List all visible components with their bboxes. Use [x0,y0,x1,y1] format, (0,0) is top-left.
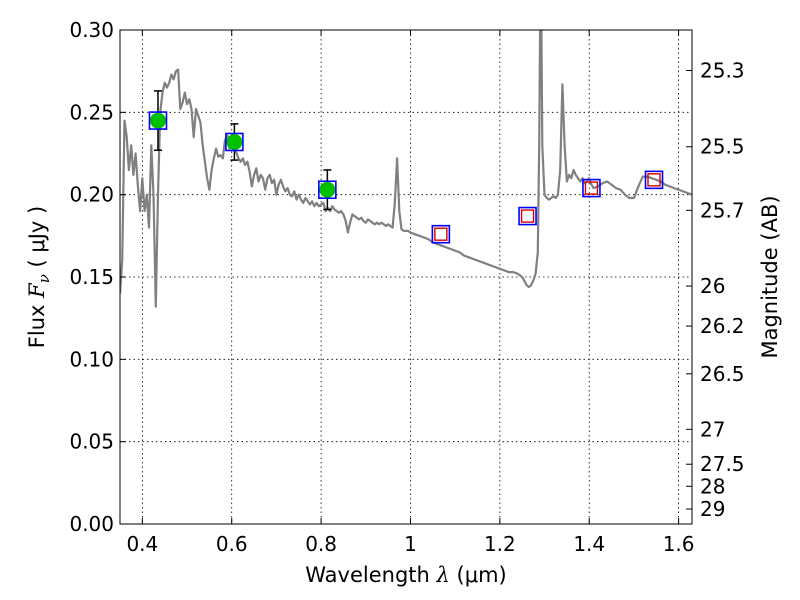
y-tick-label: 0.30 [69,18,114,42]
y-tick-label: 0.05 [69,430,114,454]
observed-point [149,112,166,129]
y2-tick-label: 26.2 [700,314,745,338]
model-square [582,178,601,198]
x-tick-label: 0.4 [126,532,158,556]
y-tick-label: 0.25 [69,100,114,124]
x-tick-label: 1.2 [484,532,516,556]
x-tick-label: 1.4 [573,532,605,556]
y2-tick-label: 28 [700,474,725,498]
y-axis-subscript: ν [35,274,53,283]
model-square [225,132,244,152]
x-axis-label: Wavelength λ (μm) [305,563,506,587]
y2-tick-label: 25.3 [700,59,745,83]
y2-tick-label: 25.5 [700,135,745,159]
spectrum-line [120,30,692,308]
y2-tick-label: 29 [700,497,725,521]
marker-layer [148,90,664,244]
y-axis-label: Flux Fν ( μJy ) [25,206,53,348]
x-axis-unit: (μm) [457,563,507,587]
observed-point [226,133,243,150]
axis-ticks: 0.4 0.6 0.8 1 1.2 1.4 1.6 0.00 0.05 0.10 0.15 0.20 0… [69,18,744,556]
predicted-square [520,209,535,223]
model-square [148,111,168,130]
predicted-square [584,181,599,195]
y-axis-unit: ( μJy ) [25,206,49,268]
y-tick-label: 0.00 [69,512,114,536]
y-tick-label: 0.15 [69,265,114,289]
model-square [431,224,451,244]
y-axis-symbol: F [25,282,49,299]
x-tick-label: 1 [404,532,417,556]
y2-tick-label: 27 [700,417,725,441]
y2-tick-label: 25.7 [700,198,745,222]
y2-tick-label: 26 [700,274,725,298]
x-tick-label: 0.8 [305,532,337,556]
model-square [644,170,664,190]
x-axis-lambda: λ [436,563,450,587]
y-tick-label: 0.20 [69,183,114,207]
spectrum-layer [120,30,692,308]
model-square [318,180,337,200]
predicted-square [647,173,661,187]
observed-point [319,181,336,198]
y-tick-label: 0.10 [69,347,114,371]
y2-tick-label: 26.5 [700,362,745,386]
model-square [518,206,537,226]
y2-tick-label: 27.5 [700,452,745,476]
y-axis-label-text: Flux [25,305,49,349]
x-tick-label: 1.6 [663,532,695,556]
x-axis-label-text: Wavelength [305,563,430,587]
x-tick-label: 0.6 [216,532,248,556]
predicted-square [434,227,448,241]
y2-axis-label: Magnitude (AB) [758,195,782,358]
